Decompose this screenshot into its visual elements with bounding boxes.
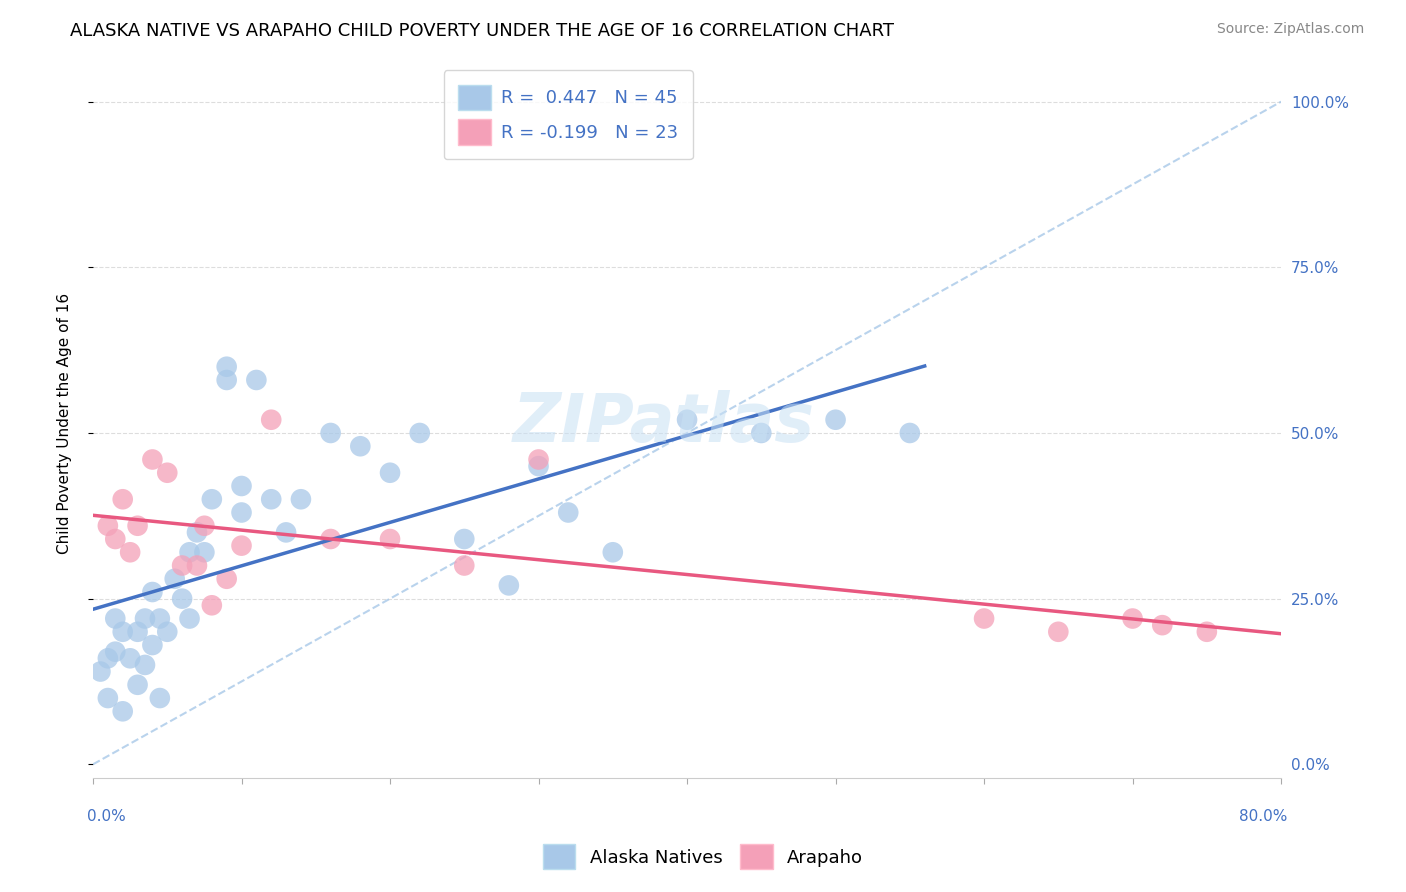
Point [193,545,215,559]
Point [1152,618,1174,632]
Point [1122,611,1144,625]
Point [260,492,283,507]
Point [111,624,134,639]
Point [378,532,401,546]
Point [290,492,312,507]
Point [172,591,194,606]
Point [1195,624,1218,639]
Point [172,558,194,573]
Point [231,506,253,520]
Point [111,704,134,718]
Point [186,558,208,573]
Point [453,532,475,546]
Point [349,439,371,453]
Point [149,611,172,625]
Point [120,651,142,665]
Point [527,452,550,467]
Text: 80.0%: 80.0% [1239,809,1286,824]
Point [453,558,475,573]
Point [111,492,134,507]
Point [156,624,179,639]
Point [149,691,172,706]
Text: ALASKA NATIVE VS ARAPAHO CHILD POVERTY UNDER THE AGE OF 16 CORRELATION CHART: ALASKA NATIVE VS ARAPAHO CHILD POVERTY U… [70,22,894,40]
Point [1047,624,1070,639]
Point [527,459,550,474]
Point [127,518,149,533]
Point [97,691,120,706]
Point [749,425,772,440]
Point [274,525,297,540]
Point [193,518,215,533]
Point [97,651,120,665]
Legend: Alaska Natives, Arapaho: Alaska Natives, Arapaho [534,835,872,879]
Point [824,413,846,427]
Point [676,413,699,427]
Point [141,452,163,467]
Legend: R =  0.447   N = 45, R = -0.199   N = 23: R = 0.447 N = 45, R = -0.199 N = 23 [443,70,693,160]
Point [498,578,520,592]
Point [179,545,201,559]
Point [409,425,432,440]
Point [260,413,283,427]
Text: ZIPatlas: ZIPatlas [512,390,814,456]
Point [319,425,342,440]
Point [319,532,342,546]
Point [231,539,253,553]
Point [127,624,149,639]
Point [89,665,111,679]
Point [973,611,995,625]
Point [156,466,179,480]
Point [245,373,267,387]
Point [134,611,156,625]
Text: Source: ZipAtlas.com: Source: ZipAtlas.com [1216,22,1364,37]
Point [215,373,238,387]
Point [104,611,127,625]
Point [141,638,163,652]
Point [602,545,624,559]
Point [378,466,401,480]
Point [163,572,186,586]
Point [104,532,127,546]
Point [231,479,253,493]
Point [134,657,156,672]
Point [179,611,201,625]
Point [104,645,127,659]
Point [557,506,579,520]
Point [215,572,238,586]
Point [141,585,163,599]
Point [120,545,142,559]
Point [127,678,149,692]
Point [201,599,224,613]
Point [97,518,120,533]
Point [186,525,208,540]
Text: 0.0%: 0.0% [87,809,125,824]
Point [898,425,921,440]
Y-axis label: Child Poverty Under the Age of 16: Child Poverty Under the Age of 16 [58,293,72,554]
Point [215,359,238,374]
Point [201,492,224,507]
